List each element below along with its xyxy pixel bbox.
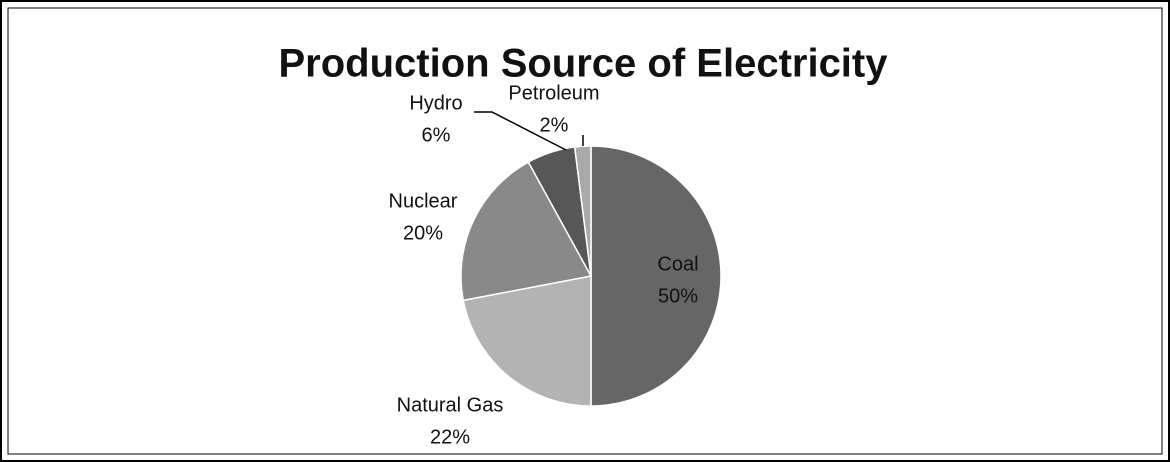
slice-value-label: 2%: [540, 114, 569, 136]
chart-title: Production Source of Electricity: [278, 42, 888, 86]
pie-slice: [462, 275, 592, 407]
leader-line: [474, 111, 567, 151]
slice-value-label: 6%: [422, 124, 451, 146]
pie-slice: [590, 145, 722, 407]
pie-slice: [573, 145, 592, 277]
slice-label: Petroleum: [508, 82, 599, 104]
slice-label: Natural Gas: [397, 394, 504, 416]
slice-value-label: 22%: [430, 426, 470, 448]
inner-border: [7, 7, 1163, 455]
slice-label: Coal: [657, 253, 698, 275]
slice-label: Nuclear: [389, 190, 458, 212]
pie-slice: [460, 161, 593, 302]
slice-label: Hydro: [409, 92, 462, 114]
slice-value-label: 50%: [658, 285, 698, 307]
slice-value-label: 20%: [403, 222, 443, 244]
